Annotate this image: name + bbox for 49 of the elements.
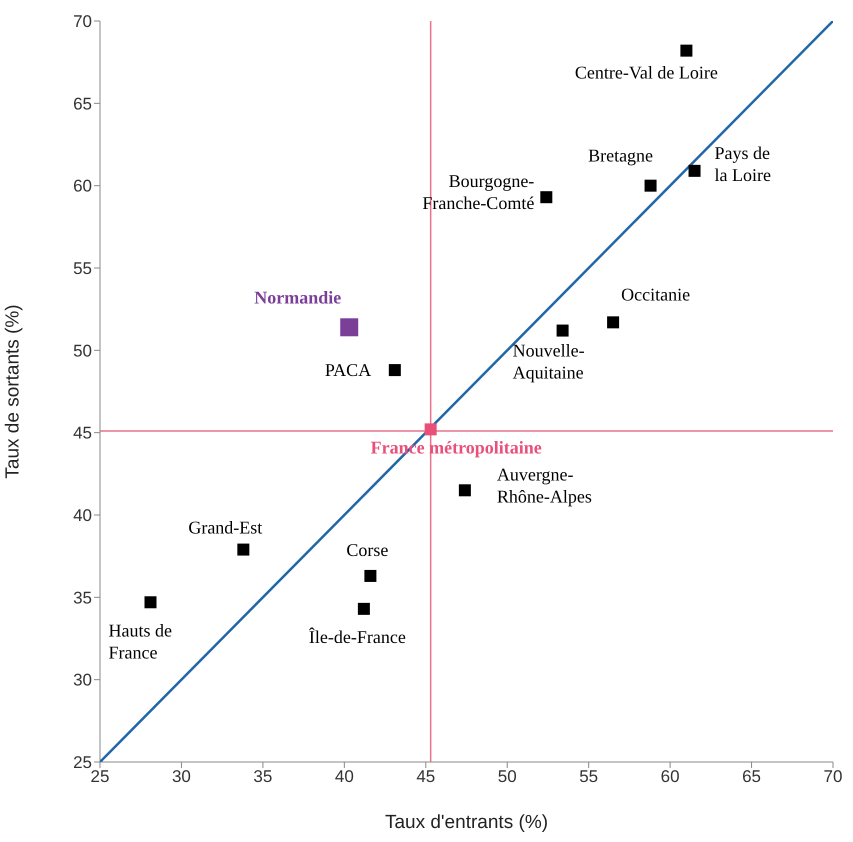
point	[458, 484, 471, 496]
point	[688, 164, 701, 177]
point	[144, 596, 156, 608]
y-tick-label: 65	[73, 94, 92, 114]
series-label: Pays de la Loire	[714, 142, 772, 185]
y-tick-label: 55	[73, 259, 92, 278]
x-tick-label: 40	[334, 767, 354, 786]
y-tick-label: 30	[73, 670, 92, 690]
series-label: Grand-Est	[188, 518, 262, 538]
x-tick-label: 60	[660, 767, 680, 786]
series-label: Nouvelle-Aquitaine	[512, 340, 585, 383]
y-tick-label: 50	[73, 341, 92, 360]
series-label: Normandie	[254, 287, 342, 308]
point	[237, 544, 250, 556]
point	[424, 423, 437, 436]
point	[680, 44, 692, 57]
series-label: Corse	[346, 540, 388, 560]
y-tick-label: 60	[73, 176, 92, 196]
x-tick-label: 50	[498, 767, 517, 786]
series-label: Île-de-France	[308, 626, 406, 647]
y-axis-title: Taux de sortants (%)	[2, 304, 24, 479]
point	[644, 180, 657, 192]
y-tick-label: 45	[73, 424, 92, 443]
y-tick-label: 40	[73, 506, 92, 526]
point	[358, 602, 370, 615]
point	[540, 191, 552, 204]
x-tick-label: 25	[90, 767, 110, 786]
x-tick-label: 30	[172, 767, 191, 786]
series-label: Hauts de France	[108, 620, 172, 662]
point	[340, 318, 358, 336]
x-tick-label: 35	[253, 767, 272, 786]
series-label: PACA	[324, 360, 372, 380]
y-tick-label: 70	[73, 12, 92, 32]
y-tick-label: 25	[73, 753, 92, 772]
x-tick-label: 55	[579, 767, 598, 786]
series-label: Bourgogne-Franche-Comté	[422, 171, 534, 214]
point	[388, 364, 401, 376]
point	[556, 324, 569, 337]
series-label: Auvergne-Rhône-Alpes	[496, 464, 592, 506]
series-label: Occitanie	[621, 284, 690, 304]
x-tick-label: 65	[742, 767, 762, 786]
x-tick-label: 45	[416, 767, 436, 786]
point	[607, 316, 620, 328]
series-label: Bretagne	[588, 146, 654, 166]
x-tick-label: 70	[824, 767, 842, 786]
series-label: Centre-Val de Loire	[574, 62, 718, 83]
y-tick-label: 35	[73, 588, 92, 608]
x-axis-title: Taux d'entrants (%)	[384, 812, 548, 833]
point	[364, 570, 376, 582]
